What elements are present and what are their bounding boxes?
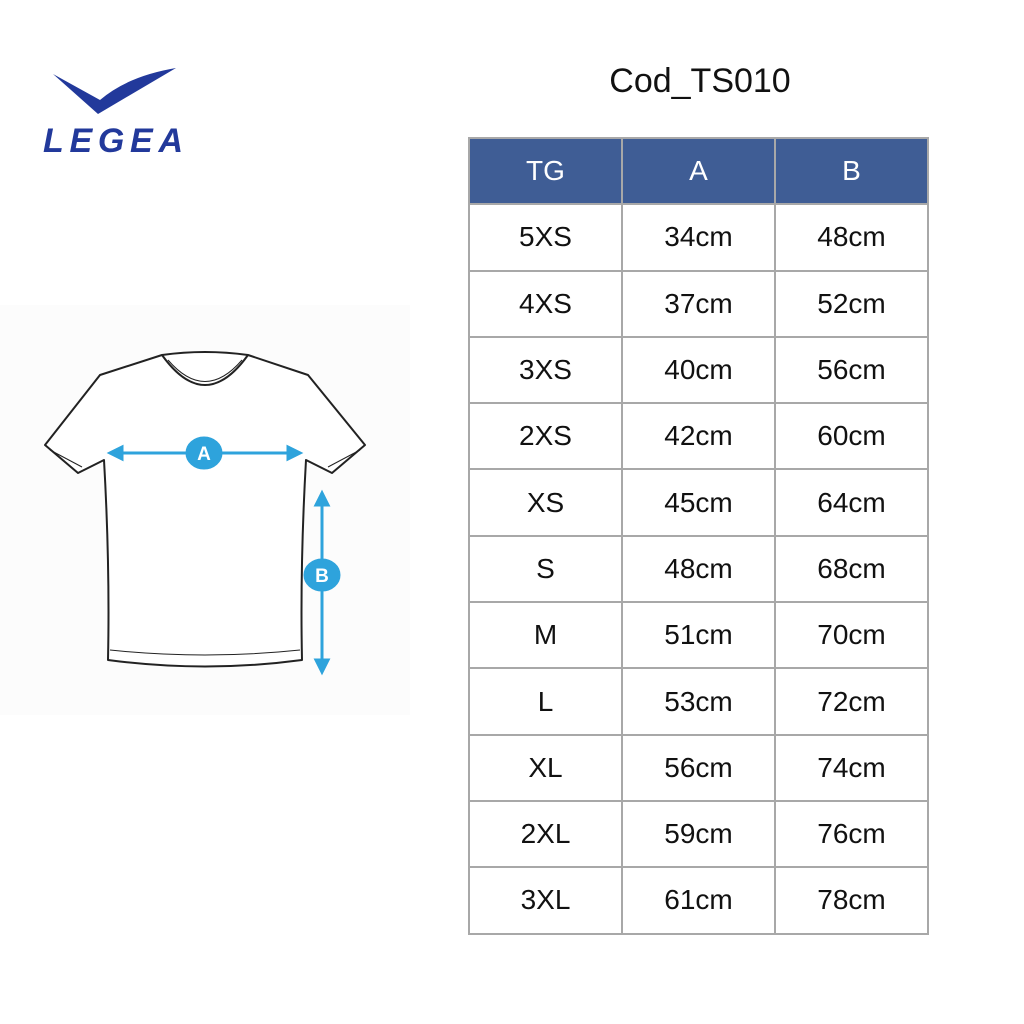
- table-row: 4XS 37cm 52cm: [468, 269, 929, 338]
- cell-a: 40cm: [621, 335, 776, 405]
- label-b: B: [315, 566, 329, 587]
- cell-size: 2XS: [468, 402, 623, 471]
- table-row: XS 45cm 64cm: [468, 468, 929, 537]
- cell-a: 48cm: [621, 534, 776, 604]
- cell-b: 48cm: [774, 203, 929, 272]
- cell-b: 64cm: [774, 468, 929, 537]
- legea-logo: LEGEA: [43, 68, 183, 157]
- cell-b: 68cm: [774, 534, 929, 604]
- cell-b: 70cm: [774, 601, 929, 670]
- cell-b: 52cm: [774, 269, 929, 338]
- cell-b: 56cm: [774, 335, 929, 405]
- cell-a: 59cm: [621, 799, 776, 869]
- column-header-b: B: [774, 136, 929, 206]
- cell-size: 3XS: [468, 335, 623, 405]
- logo-text: LEGEA: [43, 122, 183, 157]
- cell-size: 5XS: [468, 203, 623, 272]
- cell-b: 74cm: [774, 733, 929, 802]
- table-row: L 53cm 72cm: [468, 667, 929, 736]
- cell-b: 60cm: [774, 402, 929, 471]
- table-row: M 51cm 70cm: [468, 601, 929, 670]
- cell-a: 42cm: [621, 402, 776, 471]
- label-a-badge: [185, 436, 223, 470]
- size-table: TG A B 5XS 34cm 48cm 4XS 37cm 52cm 3XS 40cm 56cm…: [468, 136, 929, 935]
- cell-size: 4XS: [468, 269, 623, 338]
- table-row: 2XS 42cm 60cm: [468, 402, 929, 471]
- column-header-a: A: [621, 136, 776, 206]
- cell-a: 56cm: [621, 733, 776, 802]
- cell-a: 37cm: [621, 269, 776, 338]
- cell-size: L: [468, 667, 623, 736]
- table-row: XL 56cm 74cm: [468, 733, 929, 802]
- table-row: 3XS 40cm 56cm: [468, 335, 929, 405]
- table-header-row: TG A B: [468, 136, 929, 206]
- table-row: 5XS 34cm 48cm: [468, 203, 929, 272]
- label-a: A: [197, 444, 211, 465]
- table-row: 3XL 61cm 78cm: [468, 866, 929, 935]
- cell-a: 51cm: [621, 601, 776, 670]
- table-row: 2XL 59cm 76cm: [468, 799, 929, 869]
- label-b-badge: [303, 558, 341, 592]
- cell-a: 45cm: [621, 468, 776, 537]
- cell-a: 61cm: [621, 866, 776, 935]
- cell-b: 76cm: [774, 799, 929, 869]
- shirt-outline: [44, 351, 366, 668]
- tshirt-diagram: A B: [44, 351, 366, 676]
- cell-size: S: [468, 534, 623, 604]
- cell-b: 78cm: [774, 866, 929, 935]
- cell-size: 3XL: [468, 866, 623, 935]
- cell-size: XL: [468, 733, 623, 802]
- cell-size: 2XL: [468, 799, 623, 869]
- collar: [161, 354, 249, 386]
- cell-a: 53cm: [621, 667, 776, 736]
- cell-b: 72cm: [774, 667, 929, 736]
- cell-size: M: [468, 601, 623, 670]
- table-row: S 48cm 68cm: [468, 534, 929, 604]
- cell-a: 34cm: [621, 203, 776, 272]
- cell-size: XS: [468, 468, 623, 537]
- product-code: Cod_TS010: [609, 62, 791, 100]
- column-header-size: TG: [468, 136, 623, 206]
